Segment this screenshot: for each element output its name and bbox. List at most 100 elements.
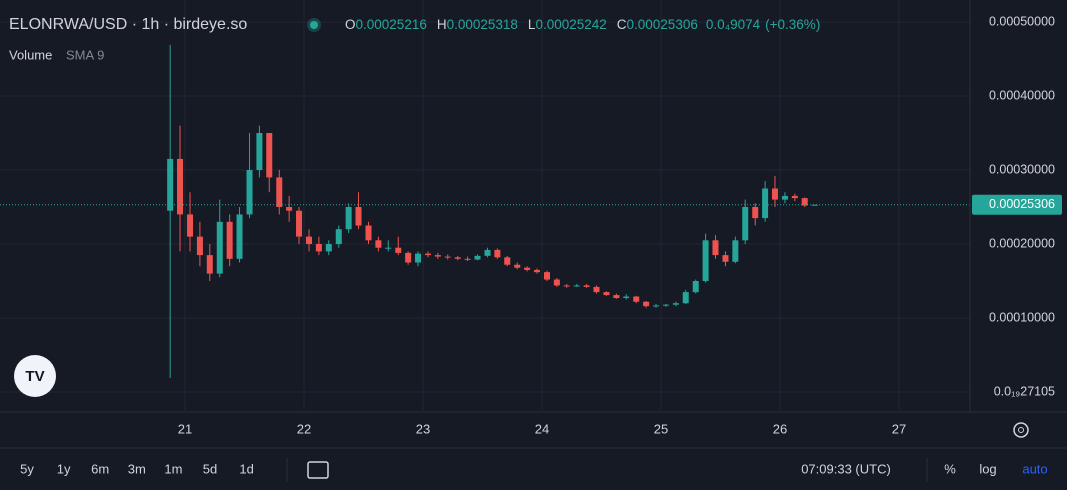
candle-body: [652, 305, 659, 307]
ohlc-change-pct: (+0.36%): [765, 17, 820, 32]
logo-mark: TV: [25, 368, 44, 385]
candle-body: [553, 279, 560, 286]
candle-body: [742, 207, 749, 241]
candle-body: [246, 170, 253, 215]
range-button[interactable]: 6m: [91, 461, 109, 476]
x-tick-label: 27: [892, 421, 906, 436]
candle-body: [434, 255, 441, 257]
range-button[interactable]: 1d: [239, 461, 253, 476]
x-tick-label: 22: [297, 421, 311, 436]
date-range-icon[interactable]: [307, 461, 329, 479]
candle-body: [355, 207, 362, 226]
candle-body: [563, 285, 570, 287]
candle-body: [375, 240, 382, 248]
candle-body: [593, 286, 600, 293]
candle-body: [464, 258, 471, 260]
candle-body: [543, 272, 550, 280]
last-price-label: 0.00025306: [989, 197, 1055, 211]
settings-icon[interactable]: [1013, 422, 1029, 438]
candle-body: [722, 255, 729, 262]
symbol-title: ELONRWA/USD · 1h · birdeye.so: [9, 16, 247, 33]
ohlc-l-label: L: [528, 17, 536, 32]
ohlc-o: 0.00025216: [356, 17, 427, 32]
candle-body: [365, 225, 372, 241]
candle-body: [494, 249, 501, 258]
candle-body: [573, 285, 580, 287]
y-tick-label: 0.00010000: [989, 310, 1055, 324]
x-tick-label: 24: [535, 421, 549, 436]
indicator-name: Volume: [9, 47, 52, 62]
candle-body: [801, 198, 808, 206]
candle-body: [296, 210, 303, 237]
ohlc-header: O0.00025216 H0.00025318 L0.00025242 C0.0002…: [345, 17, 820, 32]
candle-body: [791, 195, 798, 199]
candle-body: [633, 296, 640, 302]
percent-toggle[interactable]: %: [944, 461, 956, 476]
candle-body: [216, 221, 223, 274]
candle-body: [315, 244, 322, 252]
candle-body: [484, 249, 491, 256]
x-tick-label: 26: [773, 421, 787, 436]
candle-body: [385, 247, 392, 249]
ohlc-h-label: H: [437, 17, 447, 32]
candle-body: [583, 285, 590, 287]
candle-body: [306, 236, 313, 245]
candle-body: [276, 177, 283, 208]
candle-body: [266, 133, 273, 178]
log-toggle[interactable]: log: [979, 461, 996, 476]
logo[interactable]: [14, 355, 56, 397]
y-tick-label: 0.00050000: [989, 14, 1055, 28]
candle-body: [286, 207, 293, 211]
last-price-tag: [972, 194, 1062, 215]
candle-body: [692, 281, 699, 293]
candle-body: [206, 255, 213, 274]
candle-body: [405, 252, 412, 263]
ohlc-h: 0.00025318: [447, 17, 518, 32]
range-button[interactable]: 1m: [164, 461, 182, 476]
ohlc-l: 0.00025242: [535, 17, 606, 32]
indicator-params: SMA 9: [66, 47, 104, 62]
candle-body: [504, 257, 511, 265]
candle-body: [603, 292, 610, 296]
candle-body: [781, 195, 788, 200]
candle-body: [672, 303, 679, 305]
candle-body: [732, 240, 739, 262]
candle-body: [415, 253, 422, 263]
candle-body: [712, 240, 719, 256]
candle-body: [474, 255, 481, 260]
candle-body: [752, 207, 759, 219]
candle-body: [345, 207, 352, 230]
candle-body: [811, 204, 818, 206]
range-button[interactable]: 5y: [20, 461, 34, 476]
candle-body: [226, 221, 233, 259]
y-tick-label: 0.00040000: [989, 88, 1055, 102]
settings-gear: [1013, 422, 1029, 438]
candle-body: [187, 214, 194, 237]
range-button[interactable]: 5d: [203, 461, 217, 476]
clock: 07:09:33 (UTC): [801, 461, 891, 476]
y-tick-label: 0.00030000: [989, 162, 1055, 176]
candle-body: [613, 295, 620, 299]
candle-body: [395, 247, 402, 253]
y-tick-label: 0.00020000: [989, 236, 1055, 250]
candle-body: [454, 257, 461, 259]
candle-body: [167, 158, 174, 211]
candle-body: [662, 304, 669, 306]
candle-body: [762, 188, 769, 219]
ohlc-c: 0.00025306: [627, 17, 698, 32]
y-tick-label: 0.0₁₉27105: [994, 384, 1055, 398]
ohlc-change: 0.0₄9074: [706, 17, 761, 32]
candle-body: [771, 188, 778, 200]
candle-body: [702, 240, 709, 282]
candle-body: [256, 133, 263, 171]
range-button[interactable]: 1y: [57, 461, 71, 476]
range-button[interactable]: 3m: [128, 461, 146, 476]
auto-toggle[interactable]: auto: [1022, 461, 1047, 476]
candle-body: [196, 236, 203, 256]
candle-body: [524, 267, 531, 270]
candle-body: [236, 214, 243, 259]
ohlc-o-label: O: [345, 17, 356, 32]
x-tick-label: 21: [178, 421, 192, 436]
x-tick-label: 25: [654, 421, 668, 436]
